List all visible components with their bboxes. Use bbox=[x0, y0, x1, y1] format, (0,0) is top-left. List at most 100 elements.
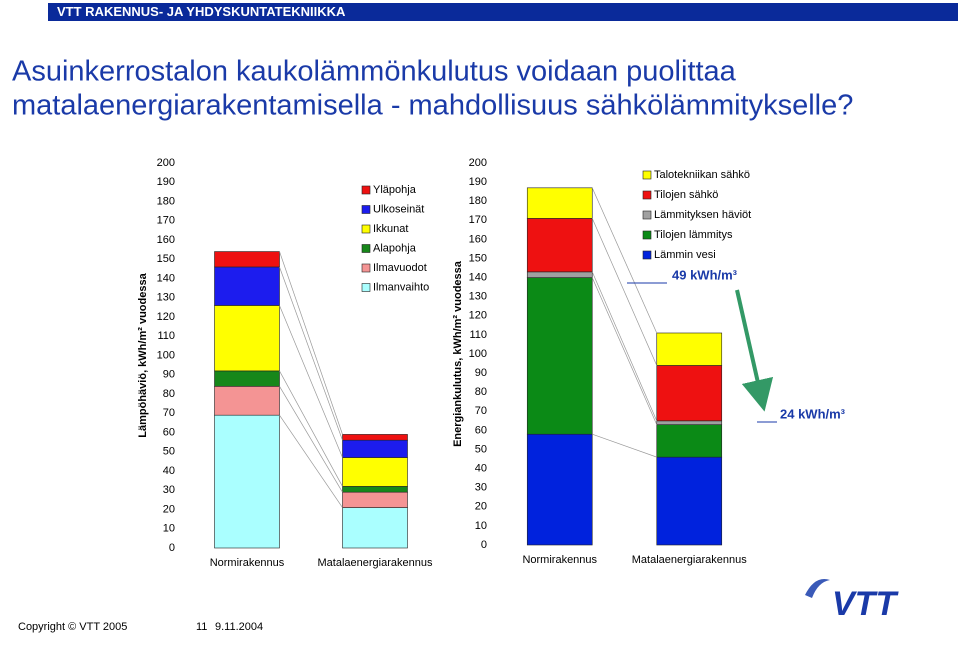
y-tick-label: 60 bbox=[475, 424, 487, 436]
bar-segment bbox=[656, 332, 723, 366]
logo-text: VTT bbox=[832, 585, 899, 623]
y-tick-label: 180 bbox=[157, 195, 175, 207]
logo: VTT bbox=[805, 579, 899, 623]
bar-segment bbox=[342, 491, 408, 508]
legend-swatch bbox=[361, 205, 371, 214]
y-tick-label: 40 bbox=[475, 463, 487, 475]
legend-label: Lämmin vesi bbox=[654, 249, 716, 261]
y-tick-label: 130 bbox=[469, 291, 487, 303]
x-tick-label: Normirakennus bbox=[522, 554, 597, 566]
series-line bbox=[591, 271, 658, 421]
y-tick-label: 80 bbox=[475, 386, 487, 398]
bar-segment bbox=[214, 414, 280, 549]
legend-label: Lämmityksen häviöt bbox=[654, 209, 751, 221]
legend-swatch bbox=[642, 250, 652, 260]
bar-segment bbox=[214, 251, 280, 268]
legend-swatch bbox=[361, 283, 371, 292]
y-tick-label: 70 bbox=[475, 405, 487, 417]
y-axis-label: Energiankulutus, kWh/m² vuodessa bbox=[452, 260, 464, 447]
bar-segment bbox=[526, 187, 593, 219]
series-line bbox=[592, 433, 657, 458]
y-tick-label: 200 bbox=[157, 157, 175, 169]
y-tick-label: 30 bbox=[163, 484, 175, 496]
series-line bbox=[279, 386, 343, 493]
y-tick-label: 90 bbox=[475, 367, 487, 379]
legend-swatch bbox=[642, 230, 652, 240]
bar-segment bbox=[342, 434, 408, 441]
bar-segment bbox=[214, 370, 280, 387]
annotation: 49 kWh/m³ bbox=[672, 267, 738, 282]
bar-segment bbox=[656, 424, 723, 458]
series-line bbox=[591, 187, 658, 334]
y-tick-label: 50 bbox=[163, 446, 175, 458]
y-tick-label: 110 bbox=[469, 329, 487, 341]
y-tick-label: 20 bbox=[475, 501, 487, 513]
y-tick-label: 20 bbox=[163, 503, 175, 515]
legend-label: Ikkunat bbox=[373, 223, 408, 235]
title-line: matalaenergiarakentamisella - mahdollisu… bbox=[12, 90, 853, 122]
y-tick-label: 60 bbox=[163, 426, 175, 438]
series-line bbox=[591, 277, 658, 425]
y-tick-label: 150 bbox=[469, 252, 487, 264]
bar-segment bbox=[656, 456, 723, 546]
y-tick-label: 110 bbox=[157, 330, 175, 342]
legend-label: Talotekniikan sähkö bbox=[654, 169, 750, 181]
series-line bbox=[279, 266, 343, 441]
y-axis-label: Lämpöhäviö, kWh/m² vuodessa bbox=[137, 272, 149, 437]
series-line bbox=[279, 370, 343, 487]
bar-segment bbox=[214, 266, 280, 306]
legend-label: Tilojen sähkö bbox=[654, 189, 718, 201]
arrow bbox=[735, 289, 774, 412]
copyright: Copyright © VTT 2005 bbox=[18, 621, 127, 633]
y-tick-label: 120 bbox=[469, 310, 487, 322]
page-number: 11 bbox=[196, 621, 207, 633]
annotation: 24 kWh/m³ bbox=[780, 406, 846, 421]
y-tick-label: 190 bbox=[157, 176, 175, 188]
y-tick-label: 100 bbox=[157, 349, 175, 361]
y-tick-label: 90 bbox=[163, 369, 175, 381]
y-tick-label: 170 bbox=[469, 214, 487, 226]
bar-segment bbox=[342, 507, 408, 549]
y-tick-label: 30 bbox=[475, 482, 487, 494]
header-bar bbox=[48, 3, 958, 21]
y-tick-label: 10 bbox=[475, 520, 487, 532]
bar-segment bbox=[526, 271, 593, 278]
legend-swatch bbox=[642, 190, 652, 200]
y-tick-label: 150 bbox=[157, 253, 175, 265]
y-tick-label: 80 bbox=[163, 388, 175, 400]
logo-swirl bbox=[805, 579, 830, 598]
bar-segment bbox=[526, 218, 593, 273]
header: VTT RAKENNUS- JA YHDYSKUNTATEKNIIKKA bbox=[57, 4, 346, 19]
legend-label: Tilojen lämmitys bbox=[654, 229, 733, 241]
x-tick-label: Matalaenergiarakennus bbox=[632, 554, 747, 566]
y-tick-label: 10 bbox=[163, 523, 175, 535]
y-tick-label: 50 bbox=[475, 443, 487, 455]
bar-segment bbox=[342, 457, 408, 487]
y-tick-label: 120 bbox=[157, 311, 175, 323]
y-tick-label: 140 bbox=[157, 272, 175, 284]
series-line bbox=[279, 414, 343, 508]
legend-label: Ilmavuodot bbox=[373, 262, 427, 274]
y-tick-label: 140 bbox=[469, 272, 487, 284]
date: 9.11.2004 bbox=[215, 621, 263, 633]
bar-segment bbox=[214, 305, 280, 372]
legend-label: Alapohja bbox=[373, 242, 417, 254]
bar-segment bbox=[526, 277, 593, 435]
y-tick-label: 160 bbox=[157, 234, 175, 246]
legend-label: Ilmanvaihto bbox=[373, 281, 429, 293]
bar-segment bbox=[342, 486, 408, 493]
y-tick-label: 180 bbox=[469, 195, 487, 207]
legend-label: Yläpohja bbox=[373, 184, 417, 196]
series-line bbox=[279, 251, 343, 435]
legend-swatch bbox=[361, 224, 371, 234]
x-tick-label: Normirakennus bbox=[210, 557, 285, 569]
title-line: Asuinkerrostalon kaukolämmönkulutus void… bbox=[12, 56, 737, 88]
y-tick-label: 200 bbox=[469, 157, 487, 169]
legend-label: Ulkoseinät bbox=[373, 203, 424, 215]
series-line bbox=[279, 305, 343, 458]
x-tick-label: Matalaenergiarakennus bbox=[318, 557, 433, 569]
legend-swatch bbox=[361, 263, 371, 273]
bar-segment bbox=[342, 439, 408, 458]
y-tick-label: 160 bbox=[469, 233, 487, 245]
legend-swatch bbox=[361, 185, 371, 195]
